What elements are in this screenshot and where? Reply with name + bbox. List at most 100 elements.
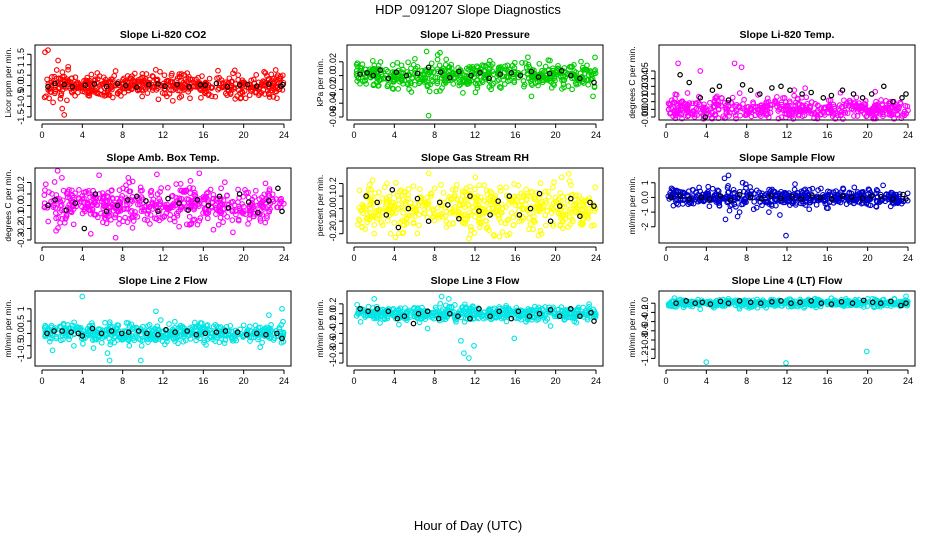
scatter-point	[724, 184, 731, 191]
black-point	[497, 71, 504, 78]
black-point	[747, 87, 754, 94]
black-point	[697, 95, 704, 101]
scatter-point	[227, 322, 234, 329]
black-point	[275, 185, 281, 192]
scatter-point	[482, 62, 489, 69]
scatter-point	[214, 323, 220, 330]
x-tick-label: 12	[470, 376, 480, 386]
scatter-point	[408, 212, 415, 219]
outlier-point	[721, 175, 728, 182]
black-point	[216, 193, 223, 200]
black-point	[185, 207, 192, 213]
scatter-point	[552, 198, 559, 205]
black-point	[769, 85, 775, 91]
x-tick-label: 24	[591, 130, 601, 140]
scatter-point	[460, 220, 467, 227]
scatter-point	[100, 80, 107, 87]
black-point	[495, 198, 502, 204]
scatter-point	[499, 229, 506, 235]
x-tick-label: 24	[279, 376, 289, 386]
scatter-point	[63, 212, 70, 219]
scatter-point	[141, 216, 148, 223]
x-tick-label: 8	[120, 253, 125, 263]
black-point	[364, 70, 370, 76]
scatter-point	[548, 204, 555, 211]
scatter-point	[673, 91, 680, 98]
scatter-point	[379, 222, 386, 229]
x-tick-label: 20	[239, 253, 249, 263]
scatter-point	[873, 203, 879, 210]
scatter-point	[269, 191, 276, 198]
scatter-point	[155, 96, 162, 103]
scatter-point	[801, 187, 807, 194]
x-tick-label: 12	[782, 130, 792, 140]
scatter-point	[126, 179, 133, 186]
black-point	[444, 202, 451, 208]
black-point	[567, 195, 574, 202]
black-point	[528, 68, 535, 75]
x-tick-label: 12	[470, 130, 480, 140]
scatter-point	[266, 188, 273, 194]
scatter-point	[152, 215, 158, 222]
scatter-point	[436, 215, 443, 221]
scatter-point	[719, 95, 725, 102]
plot-frame	[346, 167, 604, 244]
x-tick-label: 0	[351, 253, 356, 263]
scatter-point	[841, 97, 847, 104]
outlier-point	[558, 174, 565, 181]
scatter-point	[496, 215, 502, 222]
scatter-point	[574, 205, 580, 212]
scatter-point	[731, 189, 738, 196]
scatter-point	[241, 88, 248, 94]
outlier-point	[184, 70, 191, 76]
scatter-point	[198, 94, 204, 101]
black-point	[839, 193, 846, 199]
x-tick-label: 20	[551, 130, 561, 140]
scatter-point	[220, 219, 226, 225]
x-tick-label: 24	[903, 253, 913, 263]
black-point	[817, 194, 824, 201]
panel-title: Slope Amb. Box Temp.	[106, 152, 219, 164]
plot-frame	[346, 290, 604, 367]
scatter-point	[386, 193, 393, 200]
scatter-point	[75, 195, 82, 201]
x-tick-label: 20	[239, 376, 249, 386]
scatter-point	[497, 184, 503, 191]
scatter-point	[523, 186, 530, 193]
scatter-point	[235, 199, 241, 206]
scatter-point	[357, 80, 363, 87]
scatter-point	[268, 71, 275, 78]
black-point	[61, 81, 67, 88]
black-point	[45, 202, 51, 209]
scatter-point	[187, 178, 194, 184]
scatter-point	[42, 187, 48, 193]
plot-frame	[658, 44, 916, 121]
black-point	[363, 193, 369, 199]
scatter-point	[568, 64, 574, 70]
scatter-point	[529, 189, 535, 195]
scatter-point	[134, 78, 141, 85]
panel-title: Slope Li-820 Pressure	[420, 29, 530, 41]
scatter-point	[169, 97, 176, 104]
scatter-point	[744, 104, 751, 110]
scatter-point	[715, 106, 722, 112]
black-point	[828, 92, 835, 99]
scatter-point	[367, 202, 373, 208]
scatter-point	[578, 58, 584, 65]
scatter-point	[252, 187, 259, 194]
black-point	[224, 84, 231, 90]
scatter-point	[753, 187, 760, 194]
scatter-point	[451, 192, 458, 198]
scatter-point	[171, 218, 178, 225]
scatter-point	[265, 90, 272, 97]
scatter-point	[528, 80, 535, 87]
scatter-point	[123, 186, 130, 193]
scatter-point	[851, 184, 858, 191]
scatter-point	[857, 194, 864, 201]
scatter-point	[443, 56, 450, 63]
scatter-point	[92, 87, 98, 94]
black-point	[686, 79, 693, 86]
outlier-point	[706, 203, 713, 210]
scatter-point	[56, 85, 62, 92]
y-tick-label: -1	[16, 103, 26, 111]
